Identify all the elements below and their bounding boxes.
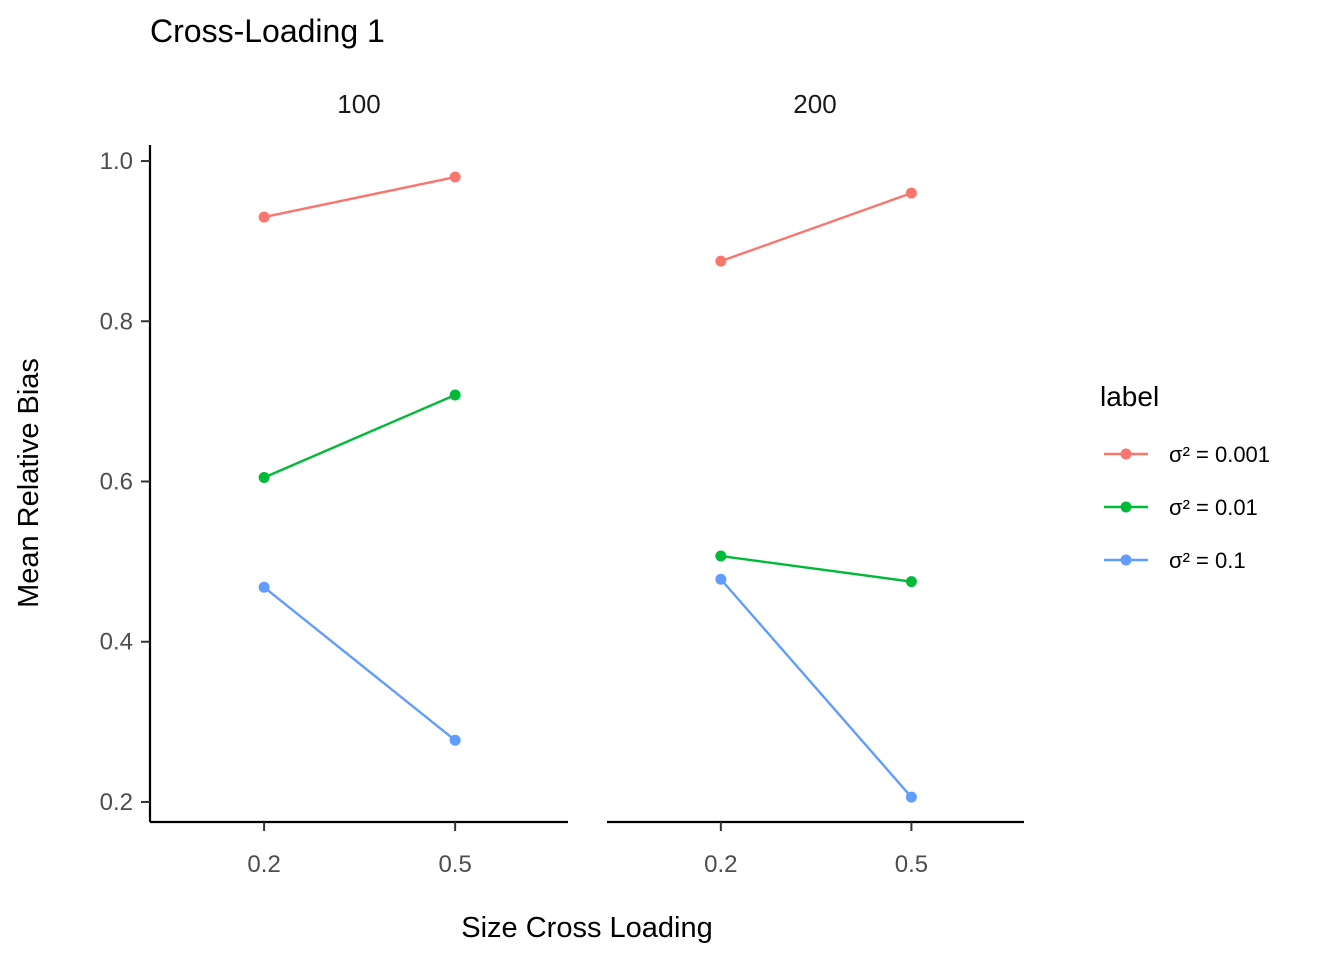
x-tick-label: 0.5 [895, 851, 928, 878]
y-axis-title: Mean Relative Bias [13, 358, 45, 608]
data-point [449, 171, 461, 183]
data-point [258, 471, 270, 483]
legend-label: σ² = 0.01 [1169, 495, 1258, 520]
legend-label: σ² = 0.1 [1169, 548, 1246, 573]
y-tick-label: 0.8 [100, 308, 133, 335]
series-line [720, 554, 912, 583]
data-point [715, 550, 727, 562]
y-tick-label: 0.4 [100, 629, 133, 656]
data-point [258, 581, 270, 593]
legend-key-point [1120, 554, 1132, 566]
legend-key-point [1120, 501, 1132, 513]
series-line [263, 175, 456, 219]
x-tick-label: 0.2 [704, 851, 737, 878]
data-point [715, 255, 727, 267]
y-tick-label: 0.2 [100, 789, 133, 816]
legend-title: label [1100, 381, 1159, 412]
chart-title: Cross-Loading 1 [150, 13, 385, 49]
data-point [905, 576, 917, 588]
legend-key-point [1120, 448, 1132, 460]
panel-100: 0.2 0.5 [150, 171, 568, 878]
series-line [720, 191, 912, 263]
series-line [263, 393, 456, 479]
strip-label-2: 200 [793, 89, 836, 119]
data-point [905, 187, 917, 199]
data-point [258, 211, 270, 223]
y-tick-label: 0.6 [100, 468, 133, 495]
data-point [449, 734, 461, 746]
y-tick-label: 1.0 [100, 148, 133, 175]
y-axis: 0.2 0.4 0.6 0.8 1.0 [100, 145, 152, 822]
legend-label: σ² = 0.001 [1169, 442, 1270, 467]
data-point [715, 573, 727, 585]
data-point [449, 389, 461, 401]
panel-200: 0.2 0.5 [607, 187, 1024, 878]
strip-label-1: 100 [337, 89, 380, 119]
series-line [263, 586, 456, 742]
x-tick-label: 0.5 [438, 851, 471, 878]
x-axis-title: Size Cross Loading [461, 912, 712, 944]
data-point [905, 791, 917, 803]
x-tick-label: 0.2 [247, 851, 280, 878]
legend: label σ² = 0.001 σ² = 0.01 σ² = 0.1 [1100, 381, 1270, 573]
series-line [719, 578, 913, 798]
